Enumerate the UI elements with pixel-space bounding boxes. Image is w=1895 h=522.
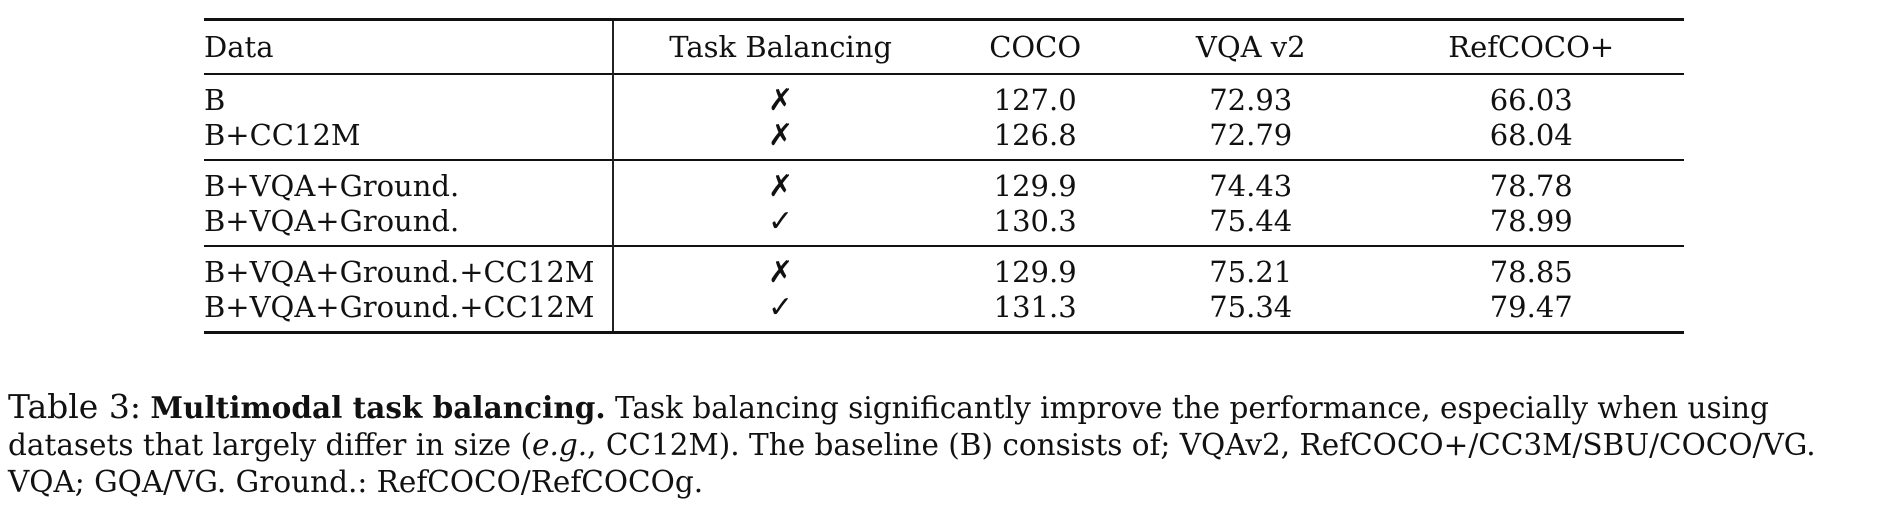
caption-text-part1: Task balancing significantly improve the… xyxy=(8,391,1769,462)
cell-data: B+VQA+Ground. xyxy=(204,159,614,204)
header-refcoco-plus: RefCOCO+ xyxy=(1448,29,1615,64)
table-header: Data Task Balancing COCO VQA v2 RefCOCO+ xyxy=(204,19,1684,74)
cell-coco: 129.9 xyxy=(993,255,1077,289)
table-group-1: B ✗ 127.0 72.93 66.03 B+CC12M ✗ 126.8 72… xyxy=(204,73,1684,160)
cell-refcoco: 78.78 xyxy=(1489,169,1573,203)
cell-refcoco: 78.99 xyxy=(1489,204,1573,238)
cell-coco: 129.9 xyxy=(993,169,1077,203)
caption-text-part2: , CC12M). The baseline (B) consists of; … xyxy=(8,428,1816,499)
cell-vqa: 75.21 xyxy=(1209,255,1293,289)
cell-vqa: 75.34 xyxy=(1209,290,1293,324)
cell-vqa: 72.93 xyxy=(1209,83,1293,117)
cell-vqa: 75.44 xyxy=(1209,204,1293,238)
table-group-2: B+VQA+Ground. ✗ 129.9 74.43 78.78 B+VQA+… xyxy=(204,159,1684,246)
table-row: B+CC12M ✗ 126.8 72.79 68.04 xyxy=(204,117,1684,160)
cell-coco: 130.3 xyxy=(993,204,1077,238)
caption-label: Table 3: xyxy=(8,387,141,426)
cell-coco: 126.8 xyxy=(993,118,1077,152)
cross-mark-icon: ✗ xyxy=(768,254,794,290)
table-row: B+VQA+Ground.+CC12M ✗ 129.9 75.21 78.85 xyxy=(204,245,1684,290)
caption-title: Multimodal task balancing. xyxy=(150,390,606,425)
header-row: Data Task Balancing COCO VQA v2 RefCOCO+ xyxy=(204,19,1684,74)
table-row: B+VQA+Ground. ✓ 130.3 75.44 78.99 xyxy=(204,203,1684,246)
header-data: Data xyxy=(204,19,614,74)
table-caption: Table 3: Multimodal task balancing. Task… xyxy=(8,388,1888,501)
cell-refcoco: 78.85 xyxy=(1489,255,1573,289)
header-task-balancing: Task Balancing xyxy=(669,29,892,64)
header-coco: COCO xyxy=(989,29,1082,64)
cell-data: B+VQA+Ground.+CC12M xyxy=(204,289,614,332)
cross-mark-icon: ✗ xyxy=(768,117,794,153)
check-mark-icon: ✓ xyxy=(768,203,794,239)
table-row: B+VQA+Ground.+CC12M ✓ 131.3 75.34 79.47 xyxy=(204,289,1684,332)
cross-mark-icon: ✗ xyxy=(768,168,794,204)
cell-refcoco: 66.03 xyxy=(1489,83,1573,117)
cell-vqa: 72.79 xyxy=(1209,118,1293,152)
cell-coco: 131.3 xyxy=(993,290,1077,324)
cross-mark-icon: ✗ xyxy=(768,82,794,118)
cell-refcoco: 68.04 xyxy=(1489,118,1573,152)
header-vqa-v2: VQA v2 xyxy=(1195,29,1306,64)
check-mark-icon: ✓ xyxy=(768,289,794,325)
results-table-container: Data Task Balancing COCO VQA v2 RefCOCO+… xyxy=(204,18,1684,334)
cell-data: B xyxy=(204,73,614,118)
cell-data: B+VQA+Ground. xyxy=(204,203,614,246)
table-group-3: B+VQA+Ground.+CC12M ✗ 129.9 75.21 78.85 … xyxy=(204,245,1684,332)
cell-data: B+CC12M xyxy=(204,117,614,160)
table-row: B ✗ 127.0 72.93 66.03 xyxy=(204,73,1684,118)
cell-refcoco: 79.47 xyxy=(1489,290,1573,324)
cell-data: B+VQA+Ground.+CC12M xyxy=(204,245,614,290)
table-row: B+VQA+Ground. ✗ 129.9 74.43 78.78 xyxy=(204,159,1684,204)
cell-coco: 127.0 xyxy=(993,83,1077,117)
caption-italic-eg: e.g. xyxy=(532,428,588,462)
cell-vqa: 74.43 xyxy=(1209,169,1293,203)
results-table: Data Task Balancing COCO VQA v2 RefCOCO+… xyxy=(204,18,1684,334)
